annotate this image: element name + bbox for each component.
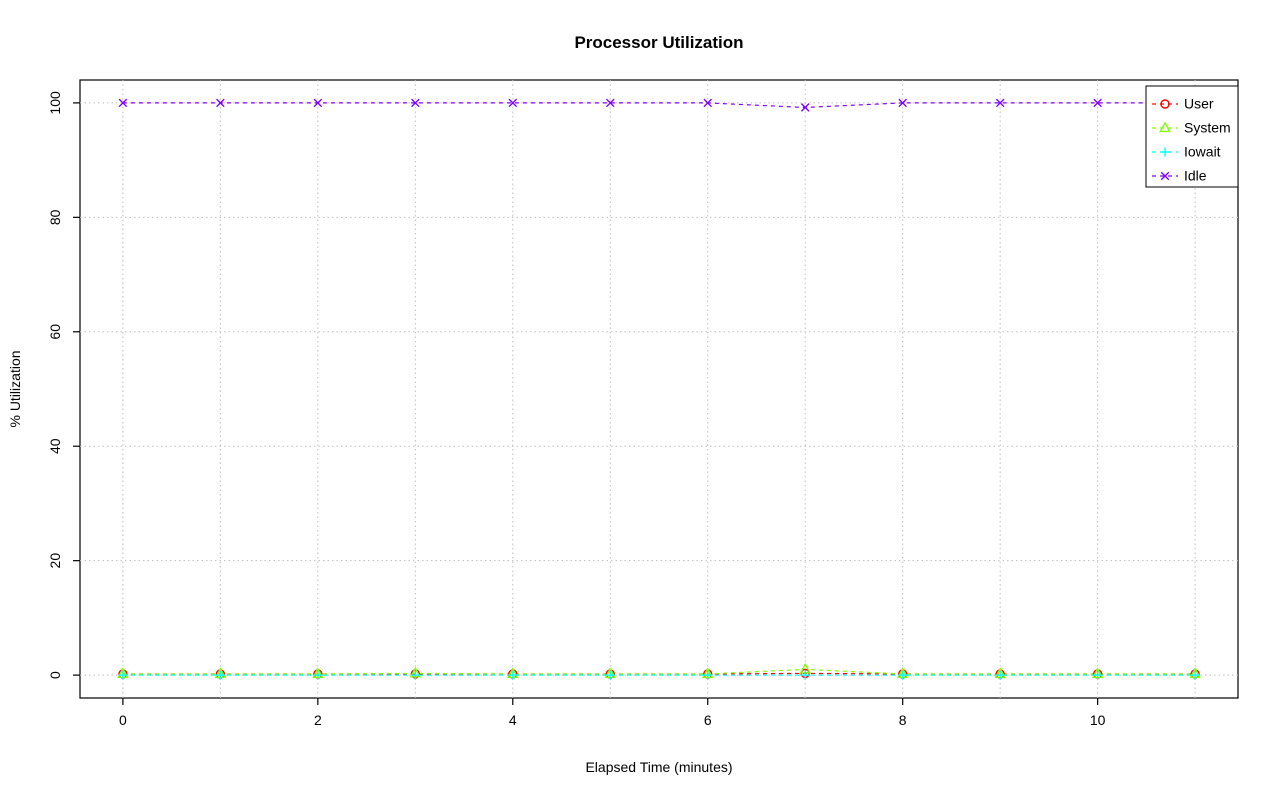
marker-x-shape xyxy=(313,98,323,108)
marker-plus xyxy=(313,670,323,680)
marker-x xyxy=(313,98,323,108)
x-tick-label: 4 xyxy=(509,712,517,728)
marker-plus xyxy=(1190,670,1200,680)
chart-title: Processor Utilization xyxy=(574,33,743,52)
marker-x-shape xyxy=(411,98,420,108)
marker-x-shape xyxy=(703,98,713,108)
y-axis-label: % Utilization xyxy=(7,350,23,427)
marker-x xyxy=(216,98,225,108)
marker-x-shape xyxy=(1093,98,1102,108)
marker-x xyxy=(898,98,907,108)
marker-x-shape xyxy=(800,103,810,112)
marker-x xyxy=(1093,98,1102,108)
marker-plus xyxy=(508,670,518,680)
marker-x xyxy=(800,103,810,112)
marker-x-shape xyxy=(216,98,225,108)
plot-area xyxy=(79,79,1239,699)
marker-plus xyxy=(118,670,128,680)
marker-x xyxy=(118,98,128,108)
series-line-system xyxy=(122,668,1196,675)
marker-plus xyxy=(995,670,1005,680)
y-tick-label: 60 xyxy=(47,324,63,340)
legend-label-user: User xyxy=(1184,96,1214,112)
marker-x xyxy=(1160,171,1170,181)
marker-x-shape xyxy=(508,98,518,108)
marker-x xyxy=(605,98,615,108)
y-tick-label: 40 xyxy=(47,438,63,454)
series-line-idle xyxy=(122,102,1196,109)
y-tick-label: 20 xyxy=(47,553,63,569)
x-tick-label: 8 xyxy=(899,712,907,728)
y-tick-label: 0 xyxy=(47,671,63,679)
marker-triangle-shape xyxy=(1159,121,1171,133)
marker-x-shape xyxy=(1160,171,1170,181)
marker-plus xyxy=(1160,147,1170,157)
marker-plus xyxy=(605,670,615,680)
marker-plus xyxy=(410,670,420,680)
marker-x xyxy=(703,98,713,108)
legend: User System Iowait Idle xyxy=(1145,85,1239,188)
legend-symbols xyxy=(1152,99,1178,181)
marker-x-shape xyxy=(898,98,907,108)
marker-x xyxy=(411,98,420,108)
marker-x xyxy=(995,98,1005,108)
y-tick-label: 80 xyxy=(47,209,63,225)
legend-label-system: System xyxy=(1184,120,1231,136)
series-layer xyxy=(117,98,1201,680)
marker-x-shape xyxy=(118,98,128,108)
marker-plus xyxy=(215,670,225,680)
x-tick-label: 0 xyxy=(119,712,127,728)
x-tick-label: 10 xyxy=(1090,712,1106,728)
legend-label-iowait: Iowait xyxy=(1184,144,1221,160)
marker-x-shape xyxy=(605,98,615,108)
marker-triangle xyxy=(1159,121,1171,133)
x-tick-label: 6 xyxy=(704,712,712,728)
marker-x-shape xyxy=(995,98,1005,108)
marker-x xyxy=(508,98,518,108)
legend-label-idle: Idle xyxy=(1184,168,1207,184)
marker-plus xyxy=(1093,670,1103,680)
x-tick-label: 2 xyxy=(314,712,322,728)
marker-plus xyxy=(800,670,810,680)
y-tick-label: 100 xyxy=(47,91,63,115)
marker-plus xyxy=(898,670,908,680)
marker-circle-shape xyxy=(1160,99,1170,109)
marker-plus xyxy=(703,670,713,680)
marker-circle xyxy=(1160,99,1170,109)
x-axis-label: Elapsed Time (minutes) xyxy=(585,759,732,775)
